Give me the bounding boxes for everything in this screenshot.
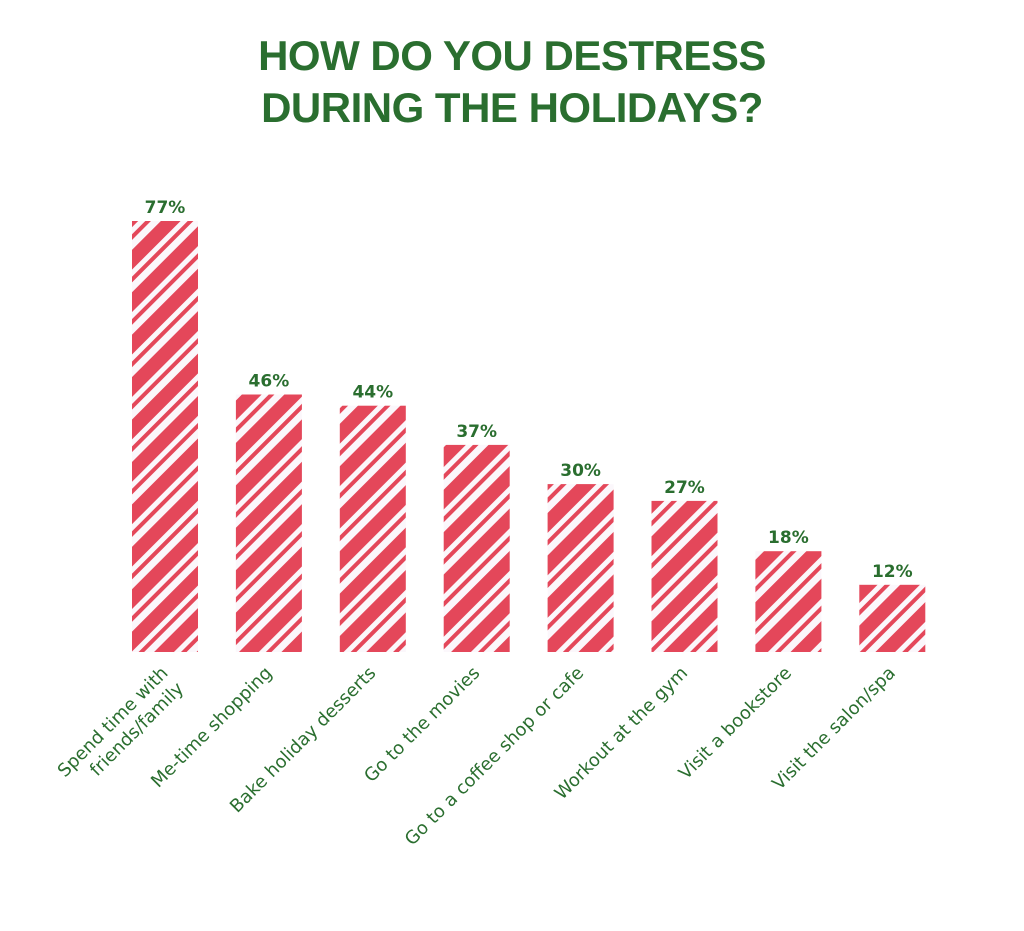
value-label: 30% (560, 461, 601, 481)
value-label: 37% (456, 422, 497, 442)
value-label: 44% (352, 383, 393, 403)
bar (339, 405, 406, 652)
chart-title: HOW DO YOU DESTRESS DURING THE HOLIDAYS? (0, 30, 1024, 134)
category-label-line: Go to a coffee shop or cafe (401, 663, 588, 850)
category-label: Visit a bookstore (675, 663, 796, 784)
bar (132, 221, 198, 652)
value-label: 46% (249, 372, 290, 392)
bar (755, 551, 822, 652)
category-label: Go to a coffee shop or cafe (401, 663, 588, 850)
bars (132, 221, 926, 652)
value-label: 27% (664, 478, 705, 498)
value-label: 77% (145, 198, 186, 218)
category-label-line: Go to the movies (360, 663, 484, 787)
value-label: 12% (872, 562, 913, 582)
category-label: Go to the movies (360, 663, 484, 787)
bar (859, 584, 926, 652)
value-label: 18% (768, 528, 809, 548)
value-labels: 77% 46% 44% 37% 30% 27% 18% 12% (145, 198, 913, 582)
category-label-line: Visit a bookstore (675, 663, 796, 784)
chart-title-line-1: HOW DO YOU DESTRESS (258, 32, 766, 79)
bar (235, 394, 302, 652)
bar (443, 444, 510, 652)
chart-title-line-2: DURING THE HOLIDAYS? (261, 84, 763, 131)
bar (547, 484, 614, 652)
bar (651, 500, 718, 652)
